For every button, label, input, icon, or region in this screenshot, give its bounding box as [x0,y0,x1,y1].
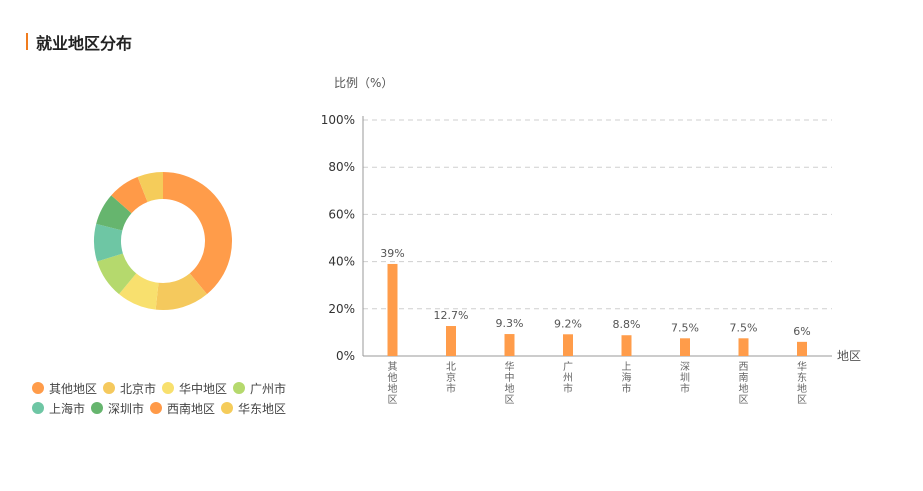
bar[interactable] [446,326,456,356]
legend-item[interactable]: 西南地区 [150,398,215,418]
legend-label: 深圳市 [108,401,145,416]
donut-slice[interactable] [94,223,123,262]
y-tick-label: 20% [328,302,355,316]
donut-slice[interactable] [97,253,137,295]
data-label: 9.2% [554,317,582,330]
legend-item[interactable]: 其他地区 [32,378,97,398]
bar[interactable] [563,334,573,356]
legend-item[interactable]: 深圳市 [91,398,144,418]
legend-item[interactable]: 北京市 [103,378,156,398]
legend-label: 上海市 [49,401,86,416]
x-tick-label: 其他地区 [388,361,398,406]
donut-chart [94,172,233,310]
donut-slice[interactable] [119,273,159,310]
bar[interactable] [797,341,807,356]
legend-item[interactable]: 华东地区 [221,398,286,418]
legend-item[interactable]: 上海市 [32,398,85,418]
x-axis-label: 地区 [837,349,861,363]
legend-label: 北京市 [120,381,157,396]
bar[interactable] [387,263,398,356]
legend-label: 华东地区 [238,401,287,416]
x-tick-label: 华中地区 [505,360,515,406]
data-label: 9.3% [496,317,524,330]
bar[interactable] [680,338,690,356]
legend-swatch [103,382,116,394]
legend-swatch [221,402,234,414]
legend-label: 西南地区 [167,401,216,416]
data-label: 39% [380,247,404,260]
legend-label: 广州市 [250,381,287,396]
legend-swatch [32,402,44,414]
title-accent-bar [26,33,28,50]
legend-swatch [162,382,175,394]
legend-swatch [91,402,104,414]
y-tick-label: 100% [321,113,355,127]
data-label: 6% [793,325,810,338]
donut-slice[interactable] [163,172,233,295]
y-tick-label: 80% [328,160,355,174]
x-tick-label: 上海市 [622,361,632,395]
bar[interactable] [504,334,515,356]
donut-slice[interactable] [111,176,148,214]
donut-slice[interactable] [155,273,207,310]
legend-item[interactable]: 华中地区 [162,378,227,398]
legend-swatch [233,382,246,394]
x-tick-label: 深圳市 [680,361,690,395]
y-tick-label: 60% [328,207,355,221]
data-label: 12.7% [434,309,469,322]
x-tick-label: 广州市 [563,361,573,395]
y-axis-label: 比例（%） [334,76,394,90]
data-label: 8.8% [613,318,641,331]
bar[interactable] [621,335,632,356]
y-tick-label: 40% [328,255,355,269]
y-tick-label: 0% [336,349,355,363]
x-tick-label: 北京市 [446,361,456,395]
donut-slice[interactable] [137,172,163,202]
legend-item[interactable]: 广州市 [233,378,286,398]
data-label: 7.5% [730,321,758,334]
legend-label: 华中地区 [179,381,228,396]
page-title: 就业地区分布 [36,34,133,53]
legend-swatch [32,382,44,394]
bar[interactable] [738,338,749,356]
x-tick-label: 华东地区 [797,360,807,406]
data-label: 7.5% [671,321,699,334]
legend-label: 其他地区 [49,381,98,396]
x-tick-label: 西南地区 [739,362,749,406]
legend-swatch [150,402,163,414]
pie-legend: 其他地区 北京市 华中地区 广州市上海市 深圳市 西南地区 华东地区 [32,378,312,418]
donut-slice[interactable] [96,195,132,231]
